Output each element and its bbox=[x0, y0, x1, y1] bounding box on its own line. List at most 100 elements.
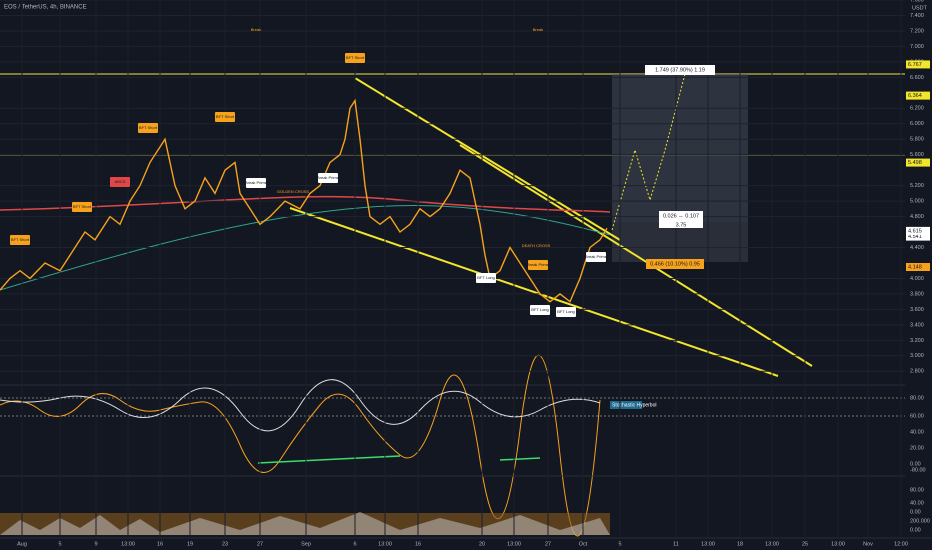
signal-label: Break Prime bbox=[317, 175, 340, 180]
price-tag-label: 5.498 bbox=[908, 160, 922, 166]
signal-label: BFT Short bbox=[139, 125, 158, 130]
x-tick-label: 5 bbox=[618, 541, 621, 547]
signal-box bbox=[318, 173, 338, 183]
osc-tick-label: 0.00 bbox=[910, 461, 921, 467]
measure-box bbox=[659, 211, 703, 228]
currency: USDT bbox=[912, 5, 928, 11]
x-tick-label: 6 bbox=[353, 541, 356, 547]
volume-tick-label: 40.00 bbox=[910, 500, 924, 506]
price-tag bbox=[906, 158, 930, 167]
y-tick-label: 3.800 bbox=[910, 291, 924, 297]
measure-label: 3.75 bbox=[676, 222, 687, 228]
y-tick-label: 4.400 bbox=[910, 245, 924, 251]
y-tick-label: 3.000 bbox=[910, 353, 924, 359]
price-tag bbox=[906, 91, 930, 100]
x-tick-label: 27 bbox=[257, 541, 263, 547]
measure-label: 0.026 ↔ 0.107 bbox=[663, 213, 699, 219]
price-tag bbox=[906, 232, 930, 241]
y-tick-label: 5.800 bbox=[910, 137, 924, 143]
osc-tick-label: 60.00 bbox=[910, 413, 924, 419]
oscillator bbox=[0, 355, 601, 537]
signal-label: BFT Long bbox=[557, 309, 575, 314]
moving-average bbox=[0, 195, 611, 213]
signal-box bbox=[556, 307, 576, 317]
signal-box bbox=[345, 53, 365, 63]
volume-tick-label: 80.00 bbox=[910, 487, 924, 493]
y-tick-label: 3.200 bbox=[910, 338, 924, 344]
y-tick-label: 7.000 bbox=[910, 44, 924, 50]
osc-tick-label: -80.00 bbox=[910, 467, 926, 473]
signal-box bbox=[10, 235, 30, 245]
y-tick-label: 4.000 bbox=[910, 276, 924, 282]
price-tag-label: 6.364 bbox=[908, 93, 922, 99]
trend-line bbox=[354, 77, 621, 241]
y-tick-label: 5.600 bbox=[910, 152, 924, 158]
price-tag-label: 4.615 bbox=[908, 228, 922, 234]
signal-label: BFT Long bbox=[477, 275, 495, 280]
x-tick-label: 25 bbox=[802, 541, 808, 547]
signal-label: GOLDEN CROSS bbox=[277, 189, 310, 194]
measure-box bbox=[646, 259, 704, 269]
signal-box bbox=[528, 260, 548, 270]
signal-box bbox=[586, 252, 606, 262]
x-tick-label: 11 bbox=[673, 541, 679, 547]
signal-box bbox=[138, 123, 158, 133]
y-tick-label: 5.200 bbox=[910, 183, 924, 189]
y-tick-label: 6.200 bbox=[910, 106, 924, 112]
osc-label: Stochastic Hyperbol bbox=[612, 402, 656, 408]
osc-tick-label: 20.00 bbox=[910, 445, 924, 451]
signal-label: Break Prime bbox=[527, 262, 550, 267]
y-tick-label: 7.200 bbox=[910, 28, 924, 34]
x-tick-label: 13:00 bbox=[507, 541, 521, 547]
measure-label: 1.749 (37.90%) 1.19 bbox=[655, 67, 705, 73]
signal-label: BFT Short bbox=[73, 204, 92, 209]
signal-label: BFT Short bbox=[346, 55, 365, 60]
x-tick-label: 5 bbox=[58, 541, 61, 547]
signal-box bbox=[110, 177, 130, 187]
osc-tick-label: 80.00 bbox=[910, 395, 924, 401]
signal-box bbox=[530, 305, 550, 315]
y-tick-label: 7.600 bbox=[910, 0, 924, 3]
x-tick-label: 9 bbox=[94, 541, 97, 547]
y-tick-label: 2.800 bbox=[910, 369, 924, 375]
x-tick-label: Aug bbox=[17, 541, 27, 547]
x-tick-label: 13:00 bbox=[378, 541, 392, 547]
signal-label: Break bbox=[533, 27, 543, 32]
y-tick-label: 5.000 bbox=[910, 199, 924, 205]
signal-box bbox=[72, 202, 92, 212]
projection-box bbox=[612, 74, 748, 222]
signal-label: DEATH CROSS bbox=[522, 243, 551, 248]
x-tick-label: Oct bbox=[579, 541, 588, 547]
signal-label: Break Prime bbox=[245, 180, 268, 185]
signal-box bbox=[215, 112, 235, 122]
x-tick-label: 12:00 bbox=[894, 541, 908, 547]
signal-box bbox=[246, 178, 266, 188]
divergence bbox=[257, 455, 401, 464]
x-tick-label: 13:00 bbox=[701, 541, 715, 547]
price-tag-label: 4.541 bbox=[908, 234, 922, 240]
price-tag bbox=[906, 60, 930, 69]
signal-label: BFT Long bbox=[531, 307, 549, 312]
x-tick-label: 27 bbox=[545, 541, 551, 547]
y-tick-label: 6.000 bbox=[910, 121, 924, 127]
signal-label: Break Prime bbox=[585, 254, 608, 259]
x-tick-label: Nov bbox=[863, 541, 873, 547]
signal-label: ABCD bbox=[114, 179, 125, 184]
x-tick-label: 13:00 bbox=[765, 541, 779, 547]
x-tick-label: 18 bbox=[737, 541, 743, 547]
x-tick-label: 16 bbox=[415, 541, 421, 547]
divergence bbox=[499, 457, 541, 461]
x-tick-label: 16 bbox=[157, 541, 163, 547]
x-tick-label: 23 bbox=[222, 541, 228, 547]
measure-label: 0.466 (10.10%) 0.95 bbox=[650, 261, 700, 267]
price-tag-label: 4.148 bbox=[908, 264, 922, 270]
x-tick-label: 20 bbox=[479, 541, 485, 547]
volume-tick-label: 0.00 bbox=[910, 509, 921, 515]
osc-tag bbox=[610, 401, 642, 409]
price-tag bbox=[906, 263, 930, 272]
trend-line bbox=[459, 144, 813, 367]
osc-tick-label: 40.00 bbox=[910, 429, 924, 435]
price-line bbox=[0, 98, 608, 303]
volume-tick-label: 200.000 bbox=[910, 518, 930, 524]
